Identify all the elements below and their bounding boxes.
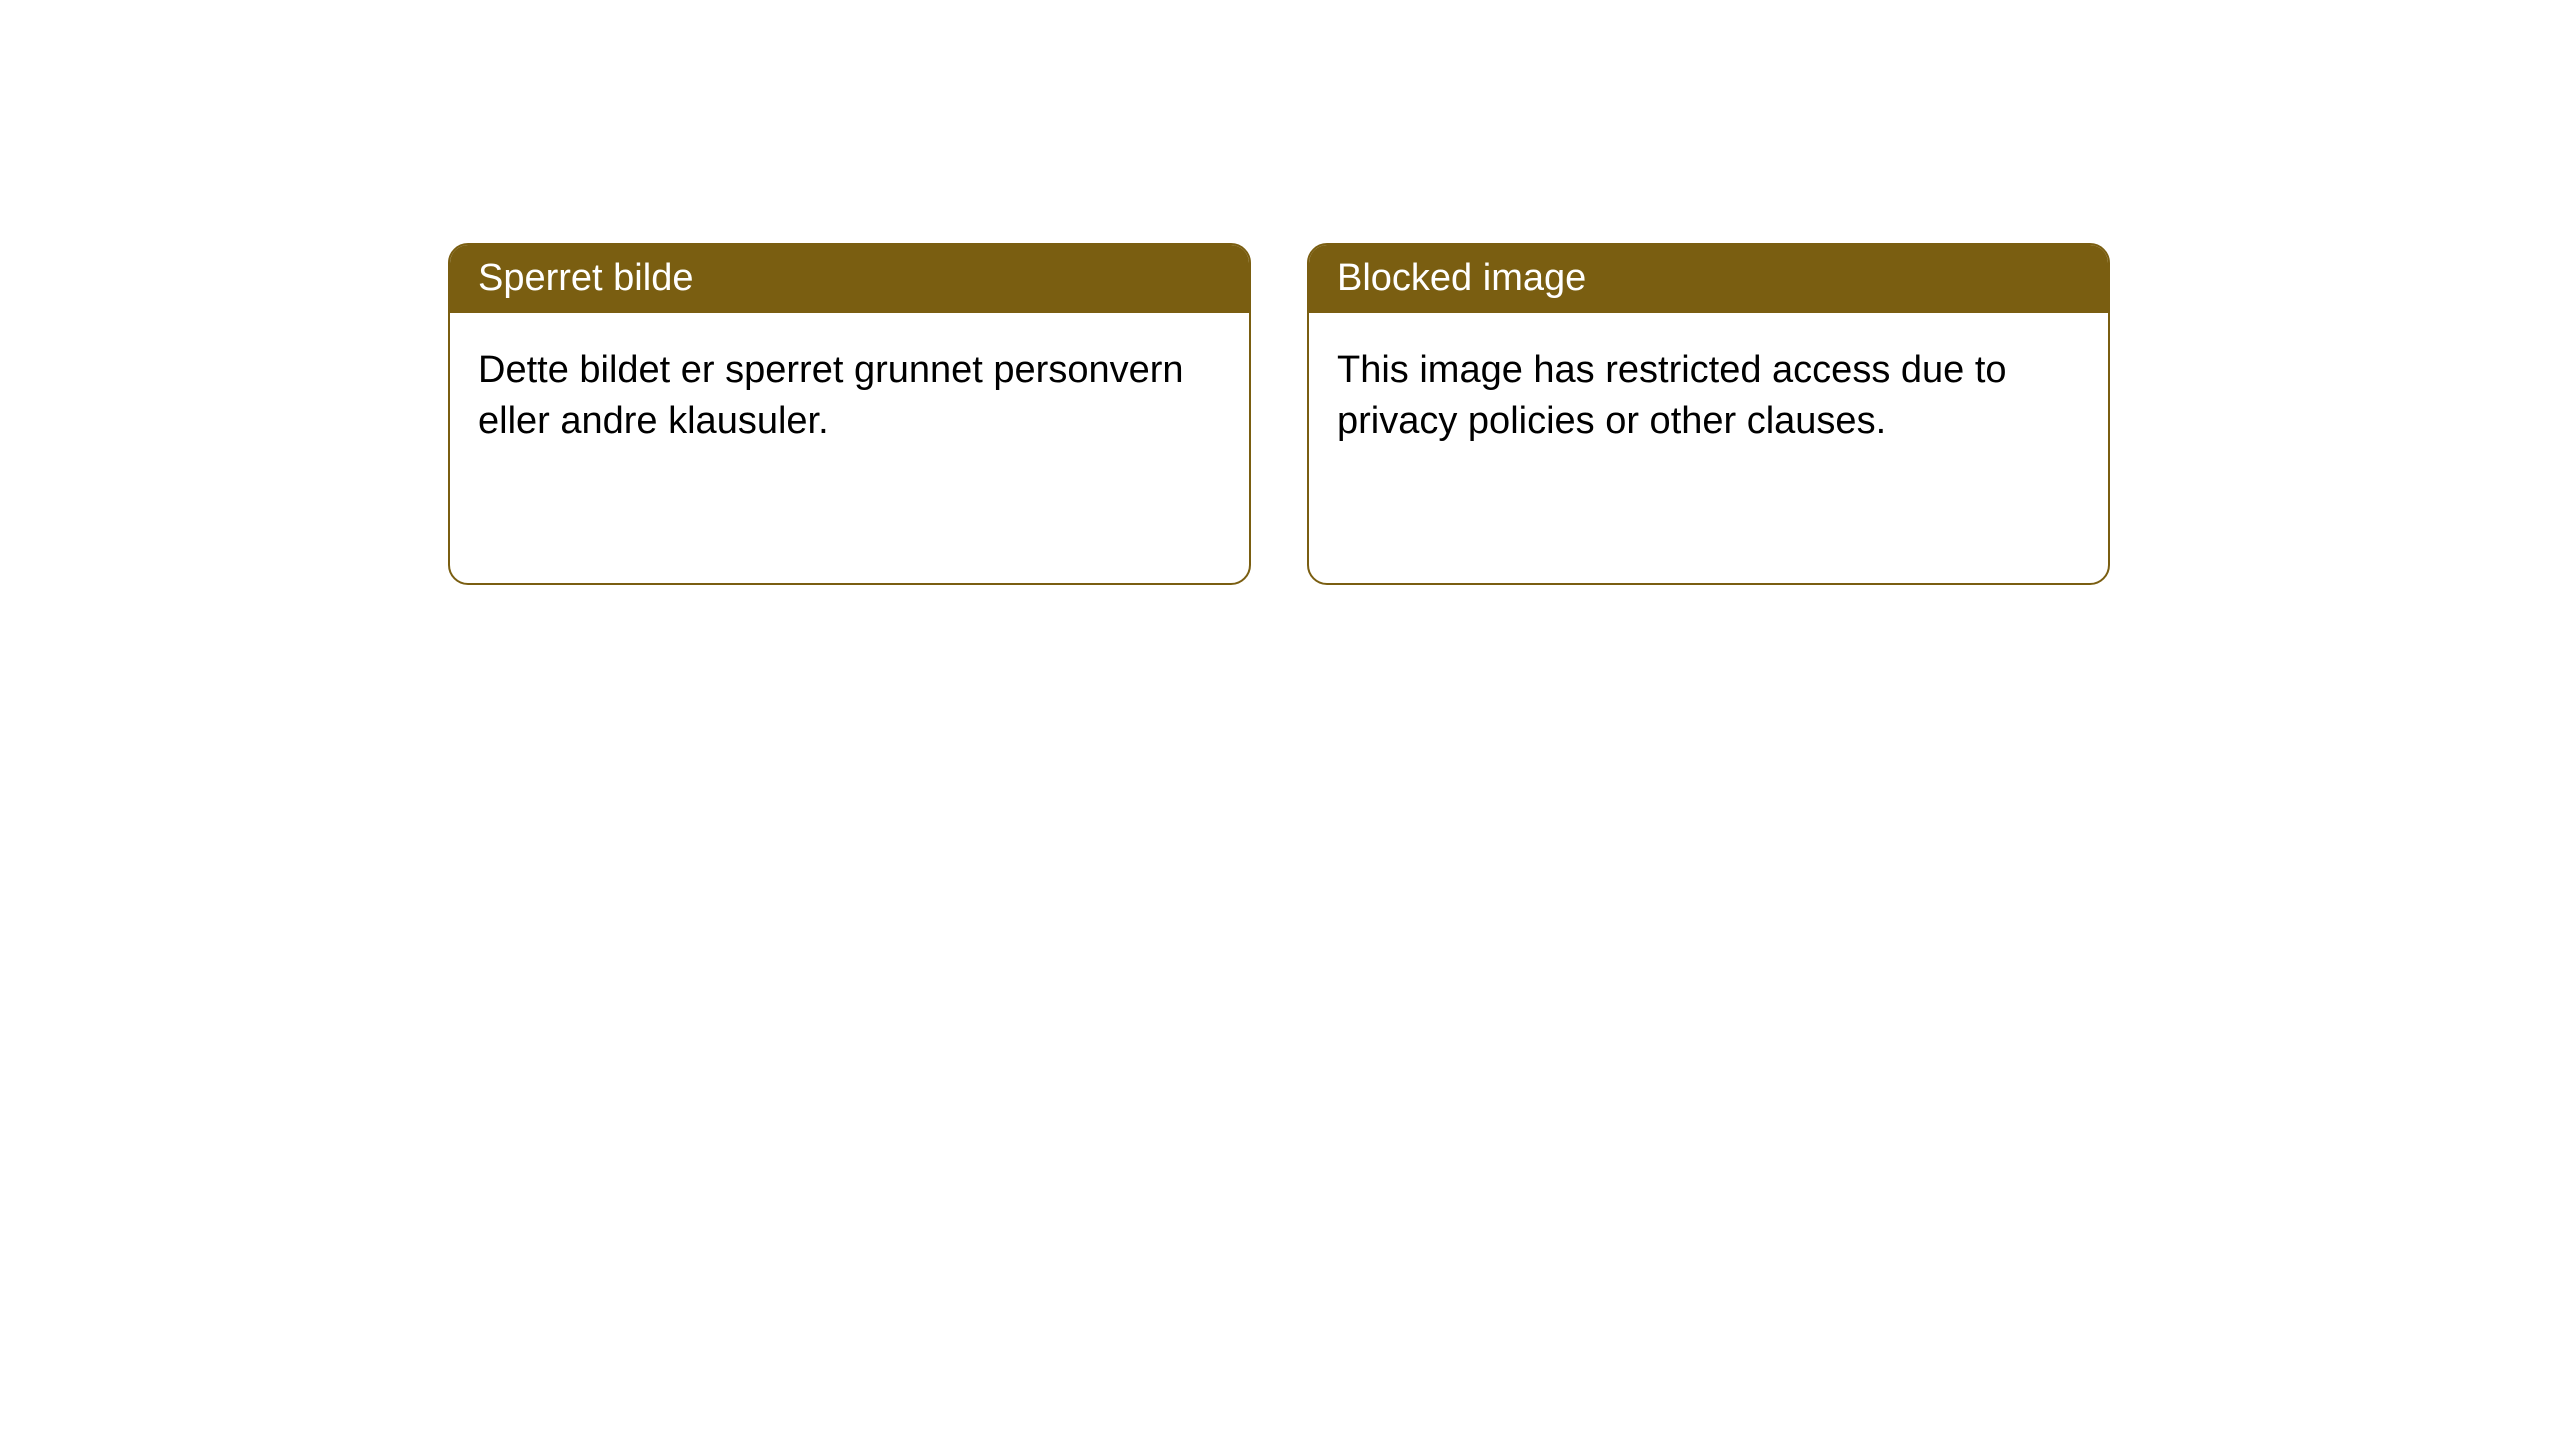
card-body: Dette bildet er sperret grunnet personve… [450,313,1249,583]
card-header: Sperret bilde [450,245,1249,313]
card-container: Sperret bilde Dette bildet er sperret gr… [0,0,2560,585]
card-body: This image has restricted access due to … [1309,313,2108,583]
card-header: Blocked image [1309,245,2108,313]
blocked-image-card-en: Blocked image This image has restricted … [1307,243,2110,585]
blocked-image-card-no: Sperret bilde Dette bildet er sperret gr… [448,243,1251,585]
